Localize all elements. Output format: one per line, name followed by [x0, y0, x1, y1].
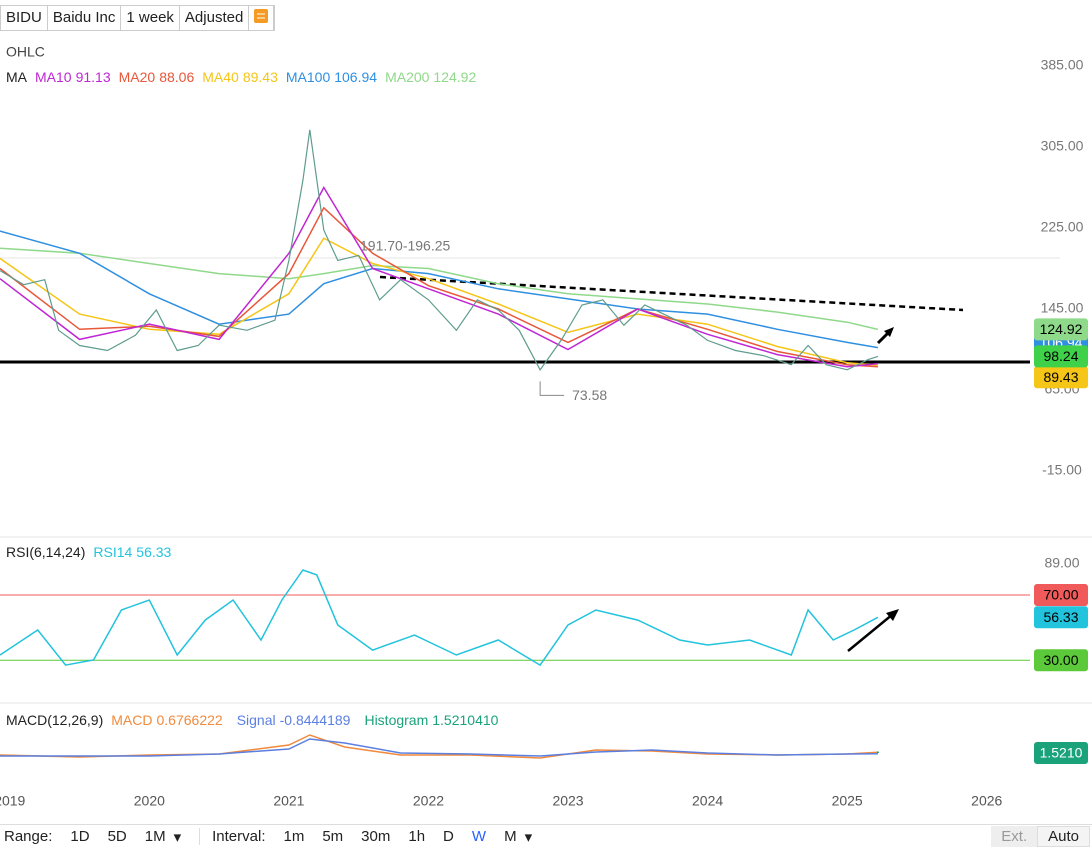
axis-badge — [1034, 606, 1088, 629]
adjustment-button[interactable]: Adjusted — [180, 6, 250, 30]
legend-value: 106.94 — [334, 69, 377, 85]
legend-name: MA10 — [35, 69, 72, 85]
low-label: 73.58 — [572, 387, 607, 403]
series-line — [0, 247, 879, 331]
range-label: Range: — [4, 828, 53, 845]
axis-badge-label: 30.00 — [1043, 652, 1078, 668]
legend: RSI(6,14,24) RSI14 56.33 — [6, 544, 172, 560]
interval-button[interactable]: 5m — [322, 828, 344, 845]
toolbar: BIDU Baidu Inc 1 week Adjusted — [0, 5, 276, 31]
symbol[interactable]: BIDU — [1, 6, 48, 30]
axis-badge-label: 56.33 — [1043, 609, 1078, 625]
arrow-head — [886, 609, 899, 621]
dropdown[interactable]: ▾ — [524, 828, 533, 846]
axis-badge-label: 89.43 — [1043, 369, 1078, 385]
legend-item: MACD(12,26,9) — [6, 712, 103, 728]
x-tick-label: 2024 — [692, 793, 723, 809]
range-button[interactable]: 1D — [70, 828, 90, 845]
y-tick-label: 305.00 — [1041, 138, 1084, 154]
arrow-head — [884, 327, 894, 337]
legend-value: 91.13 — [76, 69, 111, 85]
range-button[interactable]: 5D — [107, 828, 127, 845]
x-tick-label: 2023 — [552, 793, 583, 809]
legend-value: 88.06 — [159, 69, 194, 85]
axis-badge — [1034, 649, 1088, 672]
ohlc-label: OHLC — [6, 44, 45, 60]
y-tick-label: 89.00 — [1044, 555, 1079, 571]
interval-button[interactable]: D — [443, 828, 454, 845]
x-tick-label: 2022 — [413, 793, 444, 809]
series-line — [0, 185, 878, 368]
series-line — [0, 738, 878, 757]
legend-name: MA100 — [286, 69, 331, 85]
axis-badge-label: 70.00 — [1043, 587, 1078, 603]
axis-badge-label: 1.5210 — [1040, 745, 1083, 761]
legend: MACD(12,26,9) MACD 0.6766222 Signal -0.84441… — [6, 712, 499, 728]
y-tick-label: 225.00 — [1041, 219, 1084, 235]
range-button[interactable]: 1M — [144, 828, 166, 845]
legend-item: 56.33 — [136, 544, 171, 560]
axis-badge — [1034, 742, 1088, 764]
histogram-bar — [876, 751, 879, 753]
legend-item: -0.8444189 — [280, 712, 351, 728]
x-tick-label: 2025 — [832, 793, 863, 809]
series-line — [0, 206, 878, 368]
axis-badge — [1034, 366, 1088, 389]
legend-item: Histogram — [364, 712, 428, 728]
legend-name: MA20 — [119, 69, 156, 85]
legend-name: MA40 — [202, 69, 239, 85]
ext-button[interactable]: Ext. — [991, 826, 1038, 847]
interval-label: Interval: — [199, 828, 265, 845]
auto-button[interactable]: Auto — [1037, 826, 1090, 847]
series-line — [0, 237, 878, 367]
legend: MA MA10 91.13 MA20 88.06 MA40 89.43 MA100 106.94… — [6, 69, 476, 85]
legend-name: MA200 — [385, 69, 430, 85]
legend-value: 124.92 — [433, 69, 476, 85]
axis-badge — [1034, 345, 1088, 368]
axis-badge — [1034, 583, 1088, 606]
legend-item: MACD — [111, 712, 152, 728]
bottom-bar: Range: 1D 5D 1M ▾ Interval: 1m 5m 30m 1h… — [0, 824, 1092, 848]
y-tick-label: 145.00 — [1041, 300, 1084, 316]
series-line — [0, 569, 879, 667]
interval-button[interactable]: M — [504, 828, 517, 845]
series-line — [0, 230, 879, 349]
series-line — [0, 129, 879, 371]
legend-item: MA — [6, 69, 28, 85]
menu-icon[interactable] — [249, 6, 275, 30]
legend-item: RSI(6,14,24) — [6, 544, 85, 560]
legend-value: 89.43 — [243, 69, 278, 85]
trend-line — [379, 275, 964, 312]
dropdown[interactable]: ▾ — [173, 828, 182, 846]
company-name: Baidu Inc — [48, 6, 122, 30]
x-tick-label: 2019 — [0, 793, 26, 809]
x-tick-label: 2021 — [273, 793, 304, 809]
y-tick-label: -15.00 — [1042, 462, 1082, 478]
interval-button[interactable]: 1m — [283, 828, 305, 845]
y-tick-label: 385.00 — [1041, 57, 1084, 73]
range-label: 191.70-196.25 — [360, 238, 451, 254]
x-tick-label: 2026 — [971, 793, 1002, 809]
legend-item: 0.6766222 — [157, 712, 223, 728]
x-tick-label: 2020 — [134, 793, 165, 809]
interval-button[interactable]: 1h — [408, 828, 426, 845]
axis-badge-label: 98.24 — [1043, 348, 1078, 364]
interval-button[interactable]: W — [471, 828, 487, 845]
axis-badge — [1034, 318, 1088, 341]
legend-item: Signal — [237, 712, 276, 728]
interval-button[interactable]: 1 week — [121, 6, 180, 30]
interval-button[interactable]: 30m — [361, 828, 391, 845]
legend-item: RSI14 — [93, 544, 132, 560]
axis-badge-label: 124.92 — [1040, 321, 1083, 337]
chart: 385.00305.00225.00145.0065.00-15.0020192… — [0, 44, 1092, 809]
legend-item: 1.5210410 — [432, 712, 498, 728]
arrow — [847, 613, 894, 652]
low-marker — [539, 381, 565, 396]
